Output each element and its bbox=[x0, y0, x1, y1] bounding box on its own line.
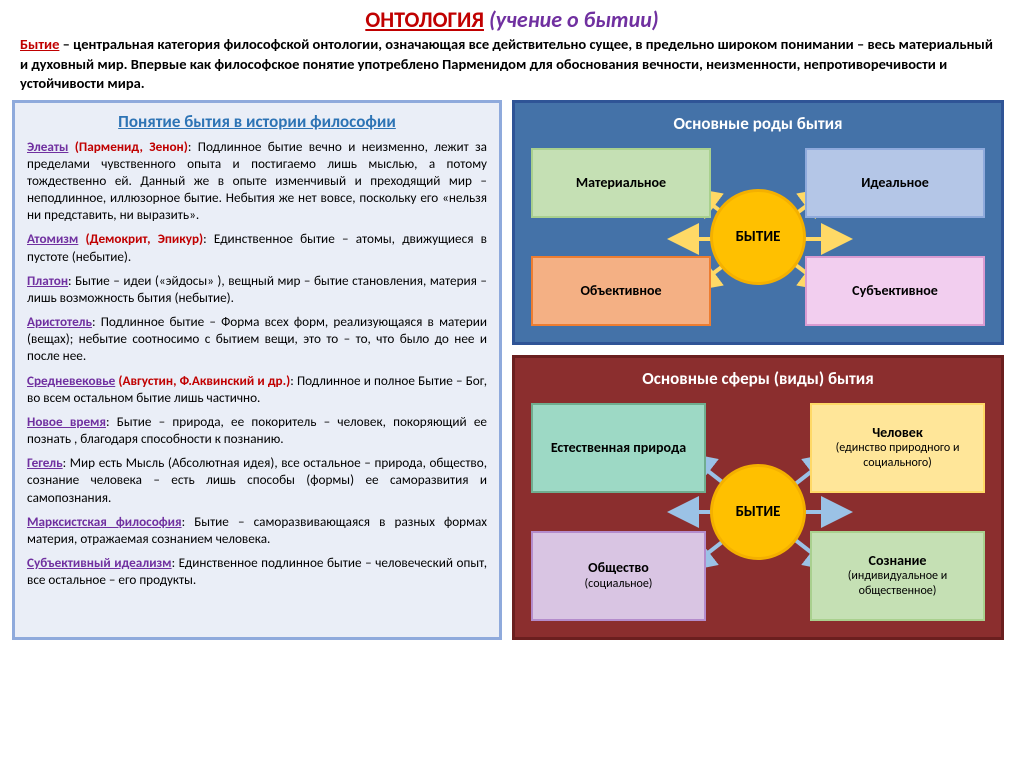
box-nature: Естественная природа bbox=[531, 403, 706, 493]
history-entry: Средневековье (Августин, Ф.Аквинский и д… bbox=[27, 372, 487, 406]
intro-keyword: Бытие bbox=[20, 35, 59, 53]
box-society: Общество(социальное) bbox=[531, 531, 706, 621]
kinds-diagram: БЫТИЕ Материальное Идеальное Объективное… bbox=[525, 142, 991, 332]
history-entry: Новое время: Бытие – природа, ее покорит… bbox=[27, 413, 487, 447]
spheres-title: Основные сферы (виды) бытия bbox=[525, 368, 991, 389]
intro-text: Бытие – центральная категория философско… bbox=[0, 35, 1024, 100]
box-ideal: Идеальное bbox=[805, 148, 985, 218]
intro-body: – центральная категория философской онто… bbox=[20, 35, 993, 92]
history-title: Понятие бытия в истории философии bbox=[27, 111, 487, 132]
history-entry: Атомизм (Демокрит, Эпикур): Единственное… bbox=[27, 230, 487, 264]
history-entries: Элеаты (Парменид, Зенон): Подлинное быти… bbox=[27, 138, 487, 589]
spheres-center: БЫТИЕ bbox=[710, 464, 806, 560]
history-entry: Субъективный идеализм: Единственное подл… bbox=[27, 554, 487, 588]
history-panel: Понятие бытия в истории философии Элеаты… bbox=[12, 100, 502, 640]
title-sub: (учение о бытии) bbox=[489, 6, 659, 33]
box-subjective: Субъективное bbox=[805, 256, 985, 326]
history-entry: Аристотель: Подлинное бытие – Форма всех… bbox=[27, 313, 487, 364]
header: ОНТОЛОГИЯ (учение о бытии) bbox=[0, 0, 1024, 35]
title-main: ОНТОЛОГИЯ bbox=[365, 6, 484, 33]
box-objective: Объективное bbox=[531, 256, 711, 326]
kinds-panel: Основные роды бытия БЫТИЕ Материальное И… bbox=[512, 100, 1004, 345]
box-human: Человек(единство природного и социальног… bbox=[810, 403, 985, 493]
spheres-diagram: БЫТИЕ Естественная природа Человек(единс… bbox=[525, 397, 991, 627]
spheres-panel: Основные сферы (виды) бытия БЫТИЕ Естест… bbox=[512, 355, 1004, 640]
history-entry: Платон: Бытие – идеи («эйдосы» ), вещный… bbox=[27, 272, 487, 306]
page-title: ОНТОЛОГИЯ (учение о бытии) bbox=[20, 6, 1004, 33]
kinds-title: Основные роды бытия bbox=[525, 113, 991, 134]
box-consciousness: Сознание(индивидуальное и общественное) bbox=[810, 531, 985, 621]
history-entry: Марксистская философия: Бытие – саморазв… bbox=[27, 513, 487, 547]
history-entry: Гегель: Мир есть Мысль (Абсолютная идея)… bbox=[27, 454, 487, 505]
kinds-center: БЫТИЕ bbox=[710, 189, 806, 285]
history-entry: Элеаты (Парменид, Зенон): Подлинное быти… bbox=[27, 138, 487, 224]
box-material: Материальное bbox=[531, 148, 711, 218]
